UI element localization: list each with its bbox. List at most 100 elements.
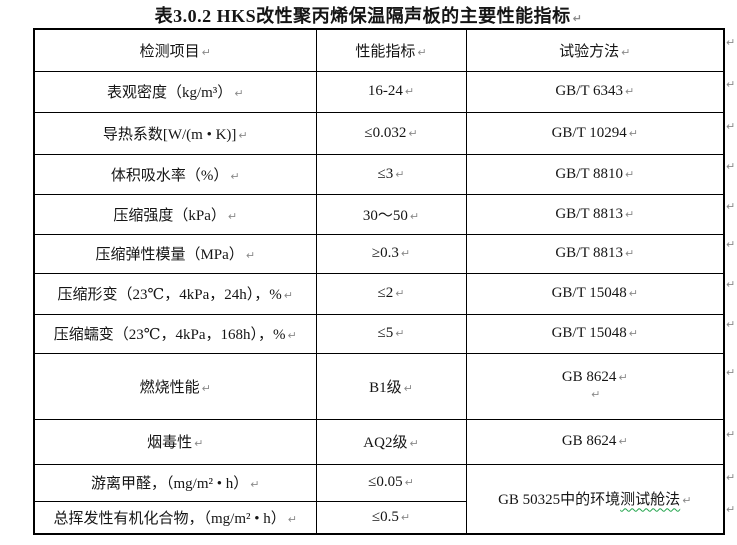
cell-value: ≥0.3 ↵ <box>315 233 467 274</box>
cell-method: GB/T 8813 ↵ <box>465 193 725 235</box>
paragraph-mark-icon: ↵ <box>400 247 411 260</box>
cell-value: 16-24 ↵ <box>315 70 467 113</box>
paragraph-mark-icon: ↵ <box>572 12 583 25</box>
cell-item: 压缩形变（23℃，4kPa，24h），% ↵ <box>33 272 317 315</box>
paragraph-mark-icon: ↵ <box>194 437 204 450</box>
row-end-mark-icon: ↵ <box>726 78 736 91</box>
cell-method: GB/T 15048 ↵ <box>465 272 725 315</box>
paragraph-mark-icon: ↵ <box>201 381 211 395</box>
cell-value: 30～50 ↵ <box>315 193 467 235</box>
paragraph-mark-icon: ↵ <box>621 45 631 59</box>
paragraph-mark-icon: ↵ <box>404 476 414 489</box>
cell-item: 压缩蠕变（23℃，4kPa，168h），% ↵ <box>33 313 317 354</box>
table-title-text: 表3.0.2 HKS改性聚丙烯保温隔声板的主要性能指标 <box>154 6 571 26</box>
cell-value: ≤0.05 ↵ <box>315 463 467 502</box>
row-end-mark-icon: ↵ <box>726 318 736 331</box>
cell-value: AQ2级 ↵ <box>315 418 467 465</box>
cell-item: 导热系数[W/(m • K)] ↵ <box>33 111 317 155</box>
paragraph-mark-icon: ↵ <box>624 85 635 98</box>
paragraph-mark-icon: ↵ <box>628 126 638 140</box>
cell-value: ≤5 ↵ <box>315 313 467 354</box>
paragraph-mark-icon: ↵ <box>245 249 256 262</box>
cell-item: 体积吸水率（%） ↵ <box>33 153 317 195</box>
paragraph-mark-icon: ↵ <box>283 289 293 302</box>
cell-item: 表观密度（kg/m³） ↵ <box>33 70 317 113</box>
paragraph-mark-icon: ↵ <box>618 371 628 384</box>
paragraph-mark-icon: ↵ <box>238 128 248 142</box>
cell-item: 游离甲醛，（mg/m² • h） ↵ <box>33 463 317 502</box>
row-end-mark-icon: ↵ <box>726 238 736 251</box>
paragraph-mark-icon: ↵ <box>618 435 628 448</box>
cell-method: GB 8624 ↵ ↵ <box>465 352 725 420</box>
table-row: 燃烧性能 ↵ B1级 ↵ GB 8624 ↵ ↵ <box>33 352 725 420</box>
cell-method: GB/T 8810 ↵ <box>465 153 725 195</box>
paragraph-mark-icon: ↵ <box>628 287 638 300</box>
paragraph-mark-icon: ↵ <box>287 512 297 526</box>
cell-method-merged: GB 50325中的环境测试舱法 ↵ <box>465 463 725 535</box>
paragraph-mark-icon: ↵ <box>624 247 635 260</box>
table-row: 导热系数[W/(m • K)] ↵ ≤0.032 ↵ GB/T 10294 ↵ <box>33 111 725 155</box>
row-end-mark-icon: ↵ <box>726 120 736 133</box>
header-cell-value: 性能指标 ↵ <box>315 28 467 72</box>
table-row: 烟毒性 ↵ AQ2级 ↵ GB 8624 ↵ <box>33 418 725 465</box>
paragraph-mark-icon: ↵ <box>624 167 635 181</box>
cell-method: GB/T 6343 ↵ <box>465 70 725 113</box>
table-row: 压缩强度（kPa） ↵ 30～50 ↵ GB/T 8813 ↵ <box>33 193 725 235</box>
performance-table: 检测项目 ↵ 性能指标 ↵ 试验方法 ↵ 表观密度（kg/m³） ↵ 16-24 ↵ GB… <box>33 28 725 535</box>
cell-method: GB/T 8813 ↵ <box>465 233 725 274</box>
cell-value: ≤0.032 ↵ <box>315 111 467 155</box>
cell-method: GB/T 10294 ↵ <box>465 111 725 155</box>
paragraph-mark-icon: ↵ <box>287 329 297 342</box>
table-row: 表观密度（kg/m³） ↵ 16-24 ↵ GB/T 6343 ↵ <box>33 70 725 113</box>
cell-item: 压缩弹性模量（MPa） ↵ <box>33 233 317 274</box>
paragraph-mark-icon: ↵ <box>400 510 411 524</box>
table-row: 体积吸水率（%） ↵ ≤3 ↵ GB/T 8810 ↵ <box>33 153 725 195</box>
row-end-mark-icon: ↵ <box>726 200 736 213</box>
header-row: 检测项目 ↵ 性能指标 ↵ 试验方法 ↵ <box>33 28 725 72</box>
paragraph-mark-icon: ↵ <box>395 167 405 181</box>
table-row: 压缩弹性模量（MPa） ↵ ≥0.3 ↵ GB/T 8813 ↵ <box>33 233 725 274</box>
paragraph-mark-icon: ↵ <box>409 437 419 450</box>
cell-value: ≤3 ↵ <box>315 153 467 195</box>
cell-item: 燃烧性能 ↵ <box>33 352 317 420</box>
paragraph-mark-icon: ↵ <box>624 207 635 221</box>
paragraph-mark-icon: ↵ <box>201 45 211 59</box>
paragraph-mark-icon: ↵ <box>227 209 238 223</box>
paragraph-mark-icon: ↵ <box>591 388 601 401</box>
paragraph-mark-icon: ↵ <box>682 494 692 508</box>
row-end-mark-icon: ↵ <box>726 160 736 173</box>
row-end-mark-icon: ↵ <box>726 278 736 291</box>
cell-method: GB/T 15048 ↵ <box>465 313 725 354</box>
paragraph-mark-icon: ↵ <box>417 45 427 59</box>
grammar-check-underline: 测试舱法 <box>620 492 681 509</box>
cell-value: ≤2 ↵ <box>315 272 467 315</box>
row-end-mark-icon: ↵ <box>726 428 736 441</box>
cell-item: 烟毒性 ↵ <box>33 418 317 465</box>
table-title: 表3.0.2 HKS改性聚丙烯保温隔声板的主要性能指标 ↵ <box>0 2 737 28</box>
table-row: 游离甲醛，（mg/m² • h） ↵ ≤0.05 ↵ GB 50325中的环境测试舱… <box>33 463 725 535</box>
paragraph-mark-icon: ↵ <box>628 327 638 340</box>
header-cell-item: 检测项目 ↵ <box>33 28 317 72</box>
paragraph-mark-icon: ↵ <box>230 169 240 183</box>
row-end-mark-icon: ↵ <box>726 471 736 484</box>
cell-method: GB 8624 ↵ <box>465 418 725 465</box>
paragraph-mark-icon: ↵ <box>404 85 415 98</box>
table-row: 压缩形变（23℃，4kPa，24h），% ↵ ≤2 ↵ GB/T 15048 ↵ <box>33 272 725 315</box>
header-cell-method: 试验方法 ↵ <box>465 28 725 72</box>
paragraph-mark-icon: ↵ <box>409 209 420 223</box>
cell-item: 总挥发性有机化合物，（mg/m² • h） ↵ <box>33 500 317 535</box>
cell-item: 压缩强度（kPa） ↵ <box>33 193 317 235</box>
table-row: 总挥发性有机化合物，（mg/m² • h） ↵ ≤0.5 ↵ <box>33 500 724 535</box>
row-end-mark-icon: ↵ <box>726 366 736 379</box>
cell-value: ≤0.5 ↵ <box>315 500 467 535</box>
row-end-mark-icon: ↵ <box>726 503 736 516</box>
paragraph-mark-icon: ↵ <box>408 126 418 140</box>
table-row: 压缩蠕变（23℃，4kPa，168h），% ↵ ≤5 ↵ GB/T 15048 ↵ <box>33 313 725 354</box>
paragraph-mark-icon: ↵ <box>403 381 413 395</box>
paragraph-mark-icon: ↵ <box>395 287 405 300</box>
row-end-mark-icon: ↵ <box>726 36 736 49</box>
paragraph-mark-icon: ↵ <box>234 87 244 100</box>
paragraph-mark-icon: ↵ <box>395 327 405 340</box>
cell-value: B1级 ↵ <box>315 352 467 420</box>
